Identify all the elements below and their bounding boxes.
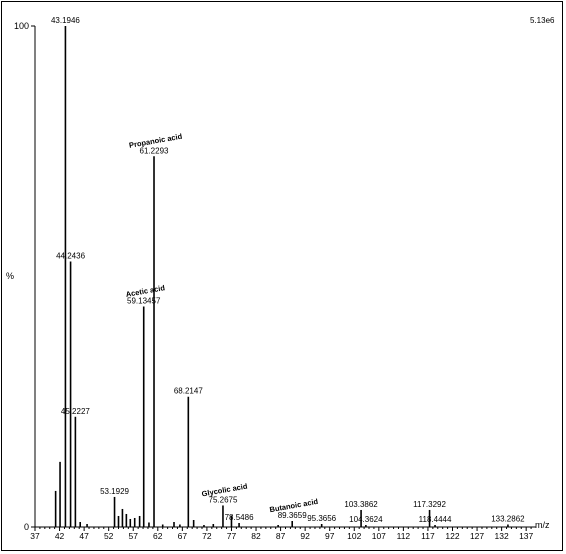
x-tick-label: 37 xyxy=(30,531,40,541)
peak-labels: 43.194644.243645.222753.192959.13457Acet… xyxy=(51,16,525,524)
peak-label: 89.3659 xyxy=(278,511,307,520)
x-tick-label: 107 xyxy=(372,531,386,541)
x-tick-label: 92 xyxy=(300,531,310,541)
x-tick-label: 137 xyxy=(519,531,533,541)
peak-label: 95.3656 xyxy=(307,514,336,523)
x-tick-label: 97 xyxy=(325,531,335,541)
peak-label: 43.1946 xyxy=(51,16,80,25)
x-tick-label: 47 xyxy=(79,531,89,541)
x-tick-label: 67 xyxy=(178,531,188,541)
x-tick-label: 72 xyxy=(202,531,212,541)
peak-label: 117.3292 xyxy=(413,500,446,509)
peak-label: 45.2227 xyxy=(61,407,90,416)
x-tick-label: 52 xyxy=(104,531,114,541)
x-tick-label: 87 xyxy=(276,531,286,541)
peak-label: 68.2147 xyxy=(174,387,203,396)
peak-label: 118.4444 xyxy=(419,515,452,524)
peak-label: 133.2862 xyxy=(491,514,525,523)
x-tick-label: 132 xyxy=(495,531,509,541)
x-tick-label: 102 xyxy=(347,531,361,541)
axes xyxy=(34,26,536,528)
y-tick-label: 0 xyxy=(24,522,29,532)
peak-label: 53.1929 xyxy=(100,487,129,496)
peak-label: 61.2293 xyxy=(140,146,169,155)
x-tick-label: 42 xyxy=(55,531,65,541)
x-ticks: 37 42 47 52 57 62 67 72 77 82 87 92 97 102 107 112 117 12… xyxy=(30,527,534,541)
x-tick-label: 77 xyxy=(227,531,237,541)
x-tick-label: 112 xyxy=(397,531,411,541)
peak-label: 104.3624 xyxy=(349,515,383,524)
peak-label: 103.3862 xyxy=(344,500,378,509)
y-ticks: 0 100 xyxy=(14,21,35,532)
peak-label: 44.2436 xyxy=(56,251,85,260)
y-axis-label: % xyxy=(6,271,14,281)
peaks xyxy=(54,26,509,527)
peak-label: 75.2675 xyxy=(209,495,238,504)
peak-label: 59.13457 xyxy=(127,297,161,306)
x-tick-label: 62 xyxy=(153,531,163,541)
x-tick-label: 57 xyxy=(129,531,139,541)
x-tick-label: 82 xyxy=(251,531,261,541)
x-tick-label: 122 xyxy=(445,531,459,541)
intensity-label: 5.13e6 xyxy=(530,16,555,25)
peak-label: 78.5486 xyxy=(225,513,254,522)
x-tick-label: 127 xyxy=(470,531,484,541)
x-tick-label: 117 xyxy=(421,531,435,541)
x-axis-label: m/z xyxy=(535,520,550,530)
y-tick-label: 100 xyxy=(14,21,29,31)
